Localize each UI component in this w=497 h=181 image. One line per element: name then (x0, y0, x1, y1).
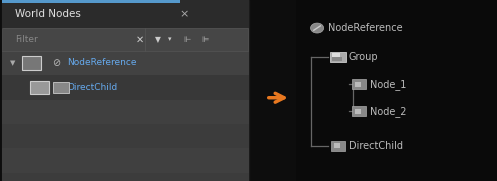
Text: ×: × (180, 9, 189, 19)
Bar (2, 173, 248, 181)
Bar (296, 0, 497, 181)
Text: ⊘: ⊘ (52, 58, 60, 68)
Bar (22, 56, 41, 70)
Text: Group: Group (349, 52, 379, 62)
Text: ✕: ✕ (136, 34, 144, 44)
Text: DirectChild: DirectChild (67, 83, 117, 92)
Bar (331, 52, 345, 62)
Bar (2, 100, 248, 124)
Text: NodeReference: NodeReference (328, 23, 403, 33)
Bar (2, 28, 145, 51)
Bar (352, 106, 366, 116)
Bar (352, 79, 366, 89)
Ellipse shape (311, 23, 324, 33)
Bar (53, 82, 69, 93)
Bar (334, 143, 340, 148)
Bar (2, 0, 248, 181)
Text: World Nodes: World Nodes (15, 9, 81, 19)
Text: DirectChild: DirectChild (349, 141, 403, 151)
Text: ⊩: ⊩ (184, 35, 191, 44)
Bar (2, 75, 248, 100)
Text: NodeReference: NodeReference (67, 58, 137, 67)
Text: ⊫: ⊫ (201, 35, 208, 44)
Bar (355, 82, 361, 87)
Bar (332, 57, 342, 61)
Bar (2, 0, 248, 28)
Text: ▾: ▾ (168, 36, 172, 42)
Bar (2, 148, 248, 173)
Bar (331, 141, 345, 151)
Bar (355, 109, 361, 114)
Text: Filter: Filter (15, 35, 38, 44)
Bar (145, 28, 248, 51)
Bar (332, 53, 340, 57)
Text: ▼: ▼ (155, 35, 161, 44)
Bar (2, 124, 248, 148)
Bar (2, 0, 179, 3)
Text: Node_2: Node_2 (370, 106, 406, 117)
Bar (2, 51, 248, 75)
Text: ▼: ▼ (10, 60, 15, 66)
Text: Node_1: Node_1 (370, 79, 406, 90)
Bar (30, 81, 49, 94)
